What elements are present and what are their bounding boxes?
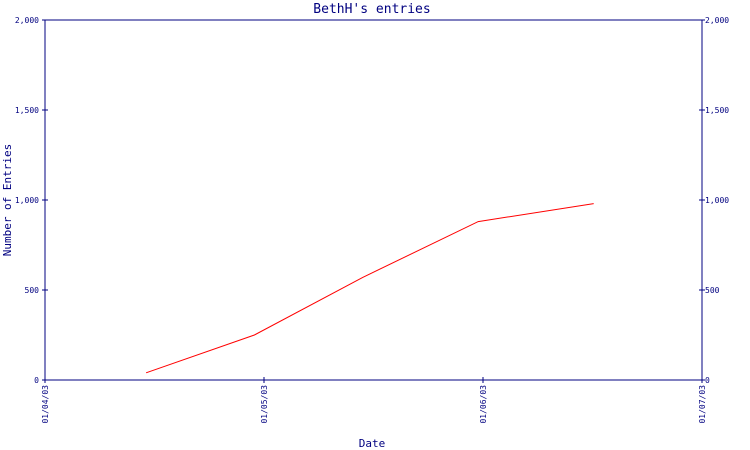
y-axis-left: 0 500 1,000 1,500 2,000 [15, 16, 48, 385]
y-axis-right: 0 500 1,000 1,500 2,000 [699, 16, 729, 385]
y-tick-label-left: 1,500 [15, 106, 39, 115]
y-tick-label-right: 1,500 [705, 106, 729, 115]
plot-border [44, 19, 703, 381]
x-axis: 01/04/03 01/05/03 01/06/03 01/07/03 [41, 377, 707, 424]
x-tick-label: 01/05/03 [260, 385, 269, 424]
y-tick-label-right: 500 [705, 286, 720, 295]
x-tick-label: 01/04/03 [41, 385, 50, 424]
y-axis-title: Number of Entries [1, 144, 14, 257]
x-tick-label: 01/07/03 [698, 385, 707, 424]
series-group [145, 203, 594, 374]
plot-frame [44, 19, 703, 381]
y-tick-label-left: 0 [34, 376, 39, 385]
x-tick-label: 01/06/03 [479, 385, 488, 424]
y-tick-label-right: 0 [705, 376, 710, 385]
y-tick-label-left: 500 [25, 286, 40, 295]
y-tick-label-left: 2,000 [15, 16, 39, 25]
series-line [145, 203, 594, 374]
y-tick-label-right: 2,000 [705, 16, 729, 25]
y-tick-label-right: 1,000 [705, 196, 729, 205]
x-axis-title: Date [359, 437, 386, 450]
chart-title: BethH's entries [313, 2, 430, 17]
y-tick-label-left: 1,000 [15, 196, 39, 205]
